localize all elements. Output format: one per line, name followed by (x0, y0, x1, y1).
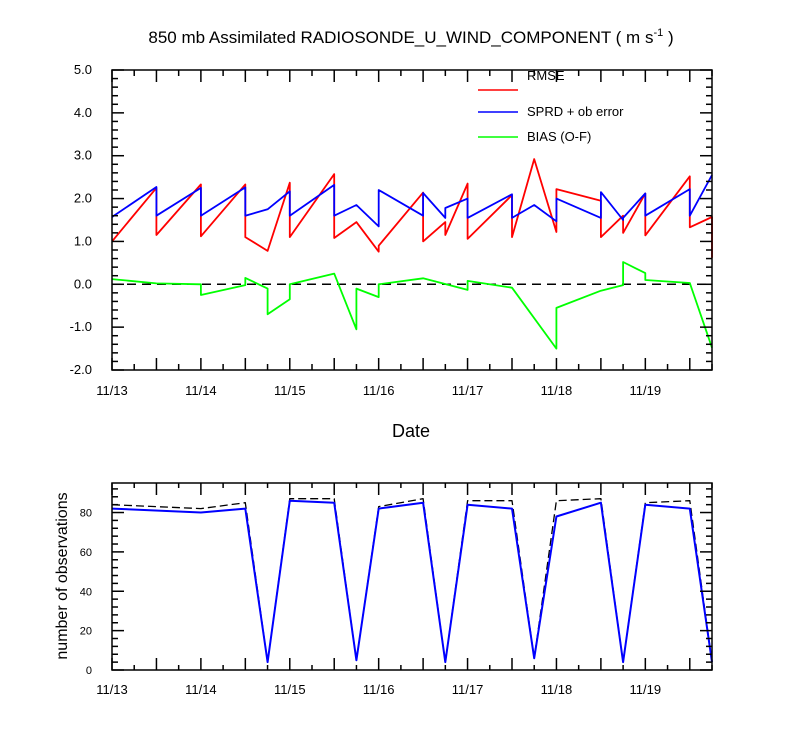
series-all-observations (111, 498, 713, 663)
top-x-tick-label: 11/16 (363, 383, 395, 398)
top-x-tick-label: 11/19 (630, 383, 662, 398)
bottom-x-tick-label: 11/18 (541, 682, 573, 697)
legend-bias-label: BIAS (O-F) (527, 129, 591, 144)
top-y-tick-label: 0.0 (74, 276, 92, 291)
bottom-plot-frame (111, 482, 713, 671)
bottom-y-tick-label: 20 (80, 626, 92, 638)
top-y-tick-label: 1.0 (74, 233, 92, 248)
bottom-y-tick-label: 60 (80, 547, 92, 559)
bottom-x-tick-label: 11/19 (630, 682, 662, 697)
top-y-tick-label: 4.0 (74, 105, 92, 120)
x-axis-label: Date (392, 421, 430, 441)
bottom-panel: 11/13 11/14 11/15 11/16 11/17 11/18 11/19 0 20 40… (54, 482, 713, 697)
top-x-tick-label: 11/14 (185, 383, 217, 398)
bottom-x-tick-label: 11/14 (185, 682, 217, 697)
bottom-x-tick-label: 11/15 (274, 682, 306, 697)
top-x-tick-label: 11/15 (274, 383, 306, 398)
bottom-x-tick-label: 11/16 (363, 682, 395, 697)
top-x-tick-label: 11/13 (96, 383, 128, 398)
series-assimilated-observations (111, 499, 713, 664)
legend-sprd-label: SPRD + ob error (527, 104, 624, 119)
top-plot-frame (111, 69, 713, 371)
top-y-tick-label: -1.0 (70, 319, 92, 334)
top-ticks: 11/13 11/14 11/15 11/16 11/17 11/18 11/19 -2.0 -… (70, 62, 713, 398)
top-series (111, 158, 713, 350)
top-x-tick-label: 11/18 (541, 383, 573, 398)
chart-title: 850 mb Assimilated RADIOSONDE_U_WIND_COM… (148, 27, 673, 47)
top-panel: 11/13 11/14 11/15 11/16 11/17 11/18 11/19 -2.0 -… (70, 62, 713, 441)
bottom-y-tick-label: 80 (80, 508, 92, 520)
series-sprd-ob-error (111, 174, 713, 228)
top-y-tick-label: 2.0 (74, 191, 92, 206)
bottom-y-tick-label: 40 (80, 586, 92, 598)
bottom-x-tick-label: 11/13 (96, 682, 128, 697)
y-axis-label-observations: number of observations (54, 492, 71, 659)
legend: RMSE SPRD + ob error BIAS (O-F) (478, 68, 624, 144)
top-y-tick-label: -2.0 (70, 362, 92, 377)
bottom-x-tick-label: 11/17 (452, 682, 484, 697)
bottom-ticks: 11/13 11/14 11/15 11/16 11/17 11/18 11/19 0 20 40… (80, 483, 713, 697)
bottom-series (111, 498, 713, 664)
top-y-tick-label: 3.0 (74, 148, 92, 163)
series-rmse (111, 158, 713, 258)
series-bias-o-f (111, 261, 713, 350)
bottom-y-tick-label: 0 (86, 665, 92, 677)
top-y-tick-label: 5.0 (74, 62, 92, 77)
top-x-tick-label: 11/17 (452, 383, 484, 398)
legend-rmse-label: RMSE (527, 68, 565, 83)
